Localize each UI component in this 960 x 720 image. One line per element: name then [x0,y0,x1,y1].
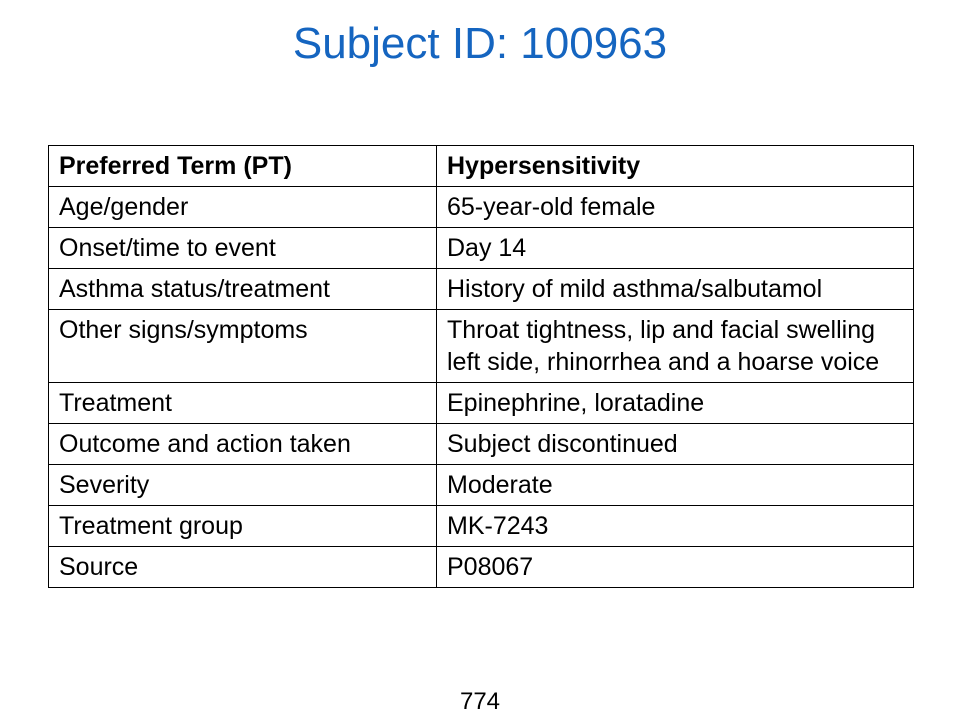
row-value-cell: P08067 [436,546,914,588]
table-row: Treatment group MK-7243 [48,505,914,547]
subject-info-table: Preferred Term (PT) Hypersensitivity Age… [48,145,914,588]
page-title: Subject ID: 100963 [292,19,668,68]
row-value-cell: History of mild asthma/salbutamol [436,268,914,310]
row-label-cell: Treatment group [48,505,437,547]
row-value-cell: Subject discontinued [436,423,914,465]
row-label-cell: Asthma status/treatment [48,268,437,310]
row-value-cell: Moderate [436,464,914,506]
row-label-cell: Source [48,546,437,588]
header-label-cell: Preferred Term (PT) [48,145,437,187]
row-value-cell: Day 14 [436,227,914,269]
row-label-cell: Other signs/symptoms [48,309,437,383]
row-value-cell: MK-7243 [436,505,914,547]
header-value-cell: Hypersensitivity [436,145,914,187]
table-row: Treatment Epinephrine, loratadine [48,382,914,424]
row-value-cell: Epinephrine, loratadine [436,382,914,424]
table-row: Asthma status/treatment History of mild … [48,268,914,310]
table-header-row: Preferred Term (PT) Hypersensitivity [48,145,914,187]
row-label-cell: Treatment [48,382,437,424]
table-row: Onset/time to event Day 14 [48,227,914,269]
table-row: Outcome and action taken Subject discont… [48,423,914,465]
row-value-cell: Throat tightness, lip and facial swellin… [436,309,914,383]
row-label-cell: Severity [48,464,437,506]
row-label-cell: Age/gender [48,186,437,228]
row-label-cell: Onset/time to event [48,227,437,269]
row-label-cell: Outcome and action taken [48,423,437,465]
page-number: 774 [459,688,501,715]
table-row: Other signs/symptoms Throat tightness, l… [48,309,914,383]
table-row: Severity Moderate [48,464,914,506]
table-row: Age/gender 65-year-old female [48,186,914,228]
table-row: Source P08067 [48,546,914,588]
row-value-cell: 65-year-old female [436,186,914,228]
